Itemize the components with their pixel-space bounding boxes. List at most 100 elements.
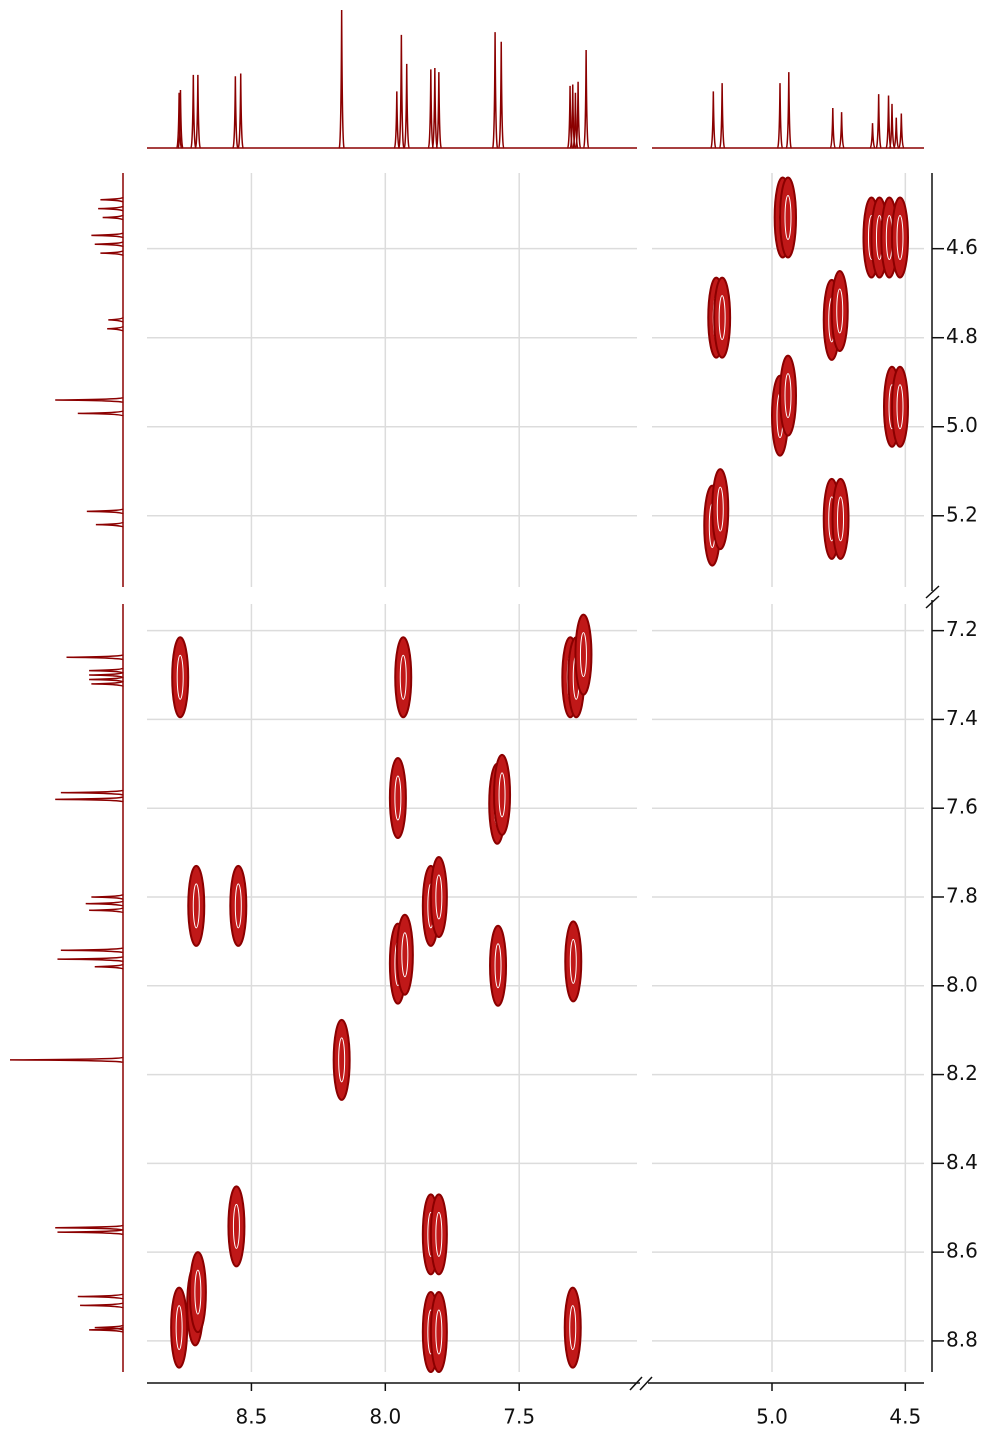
cross-peak xyxy=(836,288,844,334)
grid xyxy=(147,173,924,1372)
cross-peak xyxy=(489,924,508,1007)
cross-peak xyxy=(896,215,904,261)
cross-peak xyxy=(498,772,506,818)
projection-peak xyxy=(60,789,124,796)
y-tick-label: 7.2 xyxy=(946,617,978,641)
projection-peak xyxy=(57,955,124,963)
projection-peak xyxy=(91,893,124,901)
projection-peak xyxy=(98,205,124,212)
cross-peak xyxy=(192,883,200,929)
projection-peak xyxy=(89,671,124,679)
projection-peak xyxy=(427,69,435,149)
projection-peak xyxy=(393,91,401,149)
cross-peak xyxy=(784,373,792,419)
projection-peak xyxy=(89,676,124,683)
y-tick-label: 7.8 xyxy=(946,883,978,907)
cross-peak xyxy=(395,913,414,996)
projection-peak xyxy=(785,72,793,149)
projection-peak xyxy=(94,240,124,248)
cross-peak xyxy=(713,276,732,359)
projection-peak xyxy=(77,410,124,417)
projection-peak xyxy=(885,95,892,149)
cross-peak xyxy=(779,176,797,259)
projection-peak xyxy=(718,83,726,149)
projection-peak xyxy=(102,214,124,221)
cross-peak xyxy=(187,864,206,947)
projection-peak xyxy=(232,76,239,149)
cross-peak xyxy=(716,486,724,532)
projection-peak xyxy=(9,1056,124,1064)
projection-peak xyxy=(66,654,124,661)
cross-peak xyxy=(401,932,409,978)
projection-peak xyxy=(77,1293,124,1300)
cross-peak xyxy=(569,938,577,984)
cross-peak xyxy=(332,1018,351,1101)
projection-peak xyxy=(403,63,410,149)
projection-peak xyxy=(898,113,905,149)
projection-peak xyxy=(91,680,124,688)
cross-peak xyxy=(227,1185,246,1268)
projection-peak xyxy=(107,325,124,332)
cross-peak xyxy=(194,1269,202,1315)
cross-peak xyxy=(338,1037,346,1083)
cross-peak xyxy=(429,855,448,938)
cross-peak xyxy=(493,753,512,836)
cross-peak xyxy=(784,195,792,241)
projection-peak xyxy=(190,74,197,149)
y-tick-label: 8.4 xyxy=(946,1150,978,1174)
cross-peak xyxy=(891,196,909,279)
projection-peak xyxy=(100,249,124,257)
cross-peak xyxy=(229,864,248,947)
projection-peak xyxy=(86,508,124,515)
projection-peak xyxy=(776,83,784,149)
y-tick-label: 5.2 xyxy=(946,502,978,526)
projection-peak xyxy=(574,81,582,149)
projection-peak xyxy=(398,34,405,149)
projection-peak xyxy=(91,232,124,239)
projection-peak xyxy=(95,521,124,528)
projection-peak xyxy=(89,1326,124,1334)
x-tick-label: 8.0 xyxy=(369,1405,401,1429)
cross-peak xyxy=(388,756,407,839)
cross-peak xyxy=(574,613,593,696)
cross-peak xyxy=(435,1309,443,1355)
cross-peak xyxy=(399,654,407,700)
y-tick-label: 4.8 xyxy=(946,324,978,348)
y-tick-label: 8.2 xyxy=(946,1061,978,1085)
cross-peak xyxy=(234,883,242,929)
projection-peak xyxy=(108,317,124,323)
cross-peak xyxy=(394,636,413,719)
projection-peak xyxy=(177,90,184,149)
y-tick-label: 7.6 xyxy=(946,795,978,819)
y-tick-label: 5.0 xyxy=(946,413,978,437)
projection-peak xyxy=(89,667,124,674)
x-tick-label: 4.5 xyxy=(889,1405,921,1429)
cross-peak xyxy=(563,1286,582,1369)
projection-peak xyxy=(582,50,590,149)
y-axis-break xyxy=(925,585,940,609)
cross-peak xyxy=(896,384,904,430)
projection-peak xyxy=(55,396,124,404)
cross-peak xyxy=(175,1305,183,1351)
cross-peak xyxy=(170,1286,189,1369)
projection-peak xyxy=(57,1228,124,1236)
projection-peak xyxy=(55,1224,124,1231)
projection-peak xyxy=(431,67,439,149)
projection-peak xyxy=(497,41,505,149)
cross-peak xyxy=(831,477,850,560)
cross-peak xyxy=(176,654,184,700)
cross-peak xyxy=(718,295,726,341)
y-tick-label: 7.4 xyxy=(946,706,978,730)
projection-peak xyxy=(194,74,202,149)
cross-peak xyxy=(394,775,402,821)
y-tick-label: 4.6 xyxy=(946,235,978,259)
projection-peak xyxy=(94,963,124,970)
projection-peak xyxy=(80,1302,124,1309)
projection-peak xyxy=(100,196,124,203)
projection-peak xyxy=(829,107,837,149)
cross-peak xyxy=(188,1251,207,1334)
cross-peak xyxy=(891,365,909,448)
projection-peak xyxy=(869,123,876,149)
cross-peak xyxy=(171,636,190,719)
